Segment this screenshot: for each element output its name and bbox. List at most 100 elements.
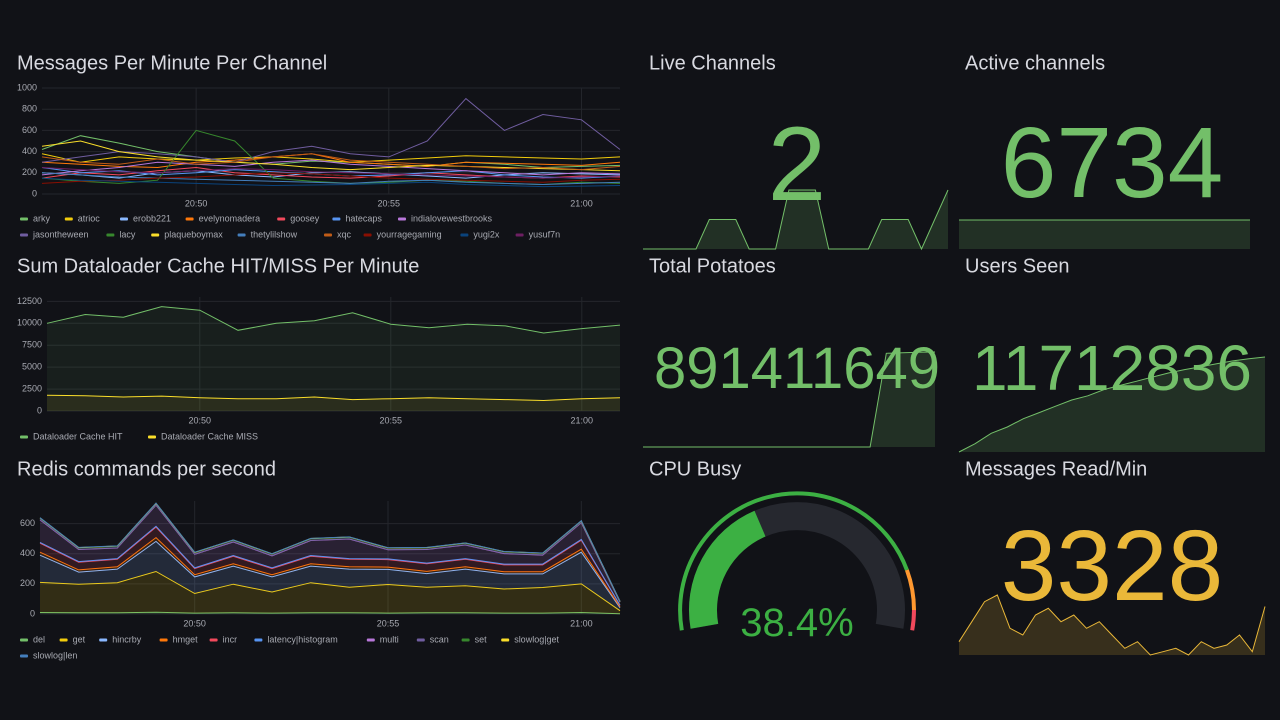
y-tick-label: 7500 xyxy=(22,340,42,350)
legend-swatch xyxy=(332,217,341,221)
legend-label: latency|histogram xyxy=(267,634,337,644)
legend-swatch xyxy=(159,638,168,642)
legend-label: xqc xyxy=(337,229,352,239)
legend-label: yusuf7n xyxy=(529,229,561,239)
y-tick-label: 800 xyxy=(22,104,37,114)
legend-label: yourragegaming xyxy=(377,229,442,239)
series-fill xyxy=(47,306,620,411)
sparkline-fill xyxy=(959,220,1250,249)
legend-label: scan xyxy=(430,634,449,644)
legend-label: evelynomadera xyxy=(199,213,261,223)
gauge-threshold xyxy=(678,491,909,631)
series-line xyxy=(41,177,621,188)
y-tick-label: 2500 xyxy=(22,383,42,393)
legend-label: Dataloader Cache MISS xyxy=(161,431,258,441)
sparkline xyxy=(958,356,1266,453)
gauge-value xyxy=(688,510,766,629)
legend-label: slowlog|get xyxy=(514,634,559,644)
sparkline-fill xyxy=(959,357,1265,452)
legend-label: atrioc xyxy=(78,213,101,223)
y-tick-label: 12500 xyxy=(17,296,42,306)
series-line xyxy=(41,159,621,176)
legend-label: hmget xyxy=(173,634,199,644)
x-tick-label: 20:50 xyxy=(185,198,208,208)
legend-swatch xyxy=(237,233,246,237)
x-tick-label: 20:55 xyxy=(380,415,403,425)
legend-swatch xyxy=(515,233,524,237)
sparkline xyxy=(643,351,936,448)
legend-swatch xyxy=(20,233,28,237)
legend-swatch xyxy=(363,233,372,237)
series-line xyxy=(46,394,621,402)
series-line xyxy=(39,502,621,602)
legend-label: incr xyxy=(223,634,238,644)
panel-title: Total Potatoes xyxy=(649,255,776,277)
legend-swatch xyxy=(20,654,28,658)
legend-swatch xyxy=(120,217,128,221)
y-tick-label: 600 xyxy=(22,125,37,135)
series-line xyxy=(41,167,621,179)
legend-swatch xyxy=(277,217,286,221)
series-fill xyxy=(40,537,620,608)
sparkline-fill xyxy=(643,190,948,249)
legend-swatch xyxy=(366,638,375,642)
legend-label: Dataloader Cache HIT xyxy=(33,431,123,441)
legend-label: hatecaps xyxy=(345,213,382,223)
stat-value: 6734 xyxy=(1001,107,1223,219)
legend-swatch xyxy=(20,217,28,221)
legend-swatch xyxy=(151,233,160,237)
legend-label: multi xyxy=(380,634,399,644)
x-tick-label: 21:00 xyxy=(570,618,593,628)
series-fill xyxy=(40,541,620,611)
y-tick-label: 400 xyxy=(22,146,37,156)
legend-label: erobb221 xyxy=(133,213,171,223)
series-line xyxy=(41,172,621,184)
y-tick-label: 1000 xyxy=(17,82,37,92)
y-tick-label: 0 xyxy=(32,188,37,198)
legend-label: goosey xyxy=(290,213,320,223)
series-line xyxy=(41,153,621,163)
legend-swatch xyxy=(416,638,425,642)
legend-label: thetylilshow xyxy=(251,229,298,239)
series-line xyxy=(41,153,621,169)
series-line xyxy=(39,536,621,608)
y-tick-label: 0 xyxy=(37,405,42,415)
series-line xyxy=(46,306,621,334)
legend-swatch xyxy=(324,233,332,237)
legend-label: yugi2x xyxy=(473,229,500,239)
y-tick-label: 400 xyxy=(20,548,35,558)
legend-label: del xyxy=(33,634,45,644)
stat-value: 2 xyxy=(768,106,826,223)
series-line xyxy=(39,611,621,615)
legend-swatch xyxy=(59,638,68,642)
y-tick-label: 5000 xyxy=(22,362,42,372)
legend-label: hincrby xyxy=(112,634,142,644)
x-tick-label: 20:55 xyxy=(378,198,401,208)
legend-label: indialovewestbrooks xyxy=(411,213,493,223)
legend-label: set xyxy=(475,634,488,644)
legend-label: slowlog|len xyxy=(33,650,77,660)
y-tick-label: 600 xyxy=(20,518,35,528)
panel-title: Sum Dataloader Cache HIT/MISS Per Minute xyxy=(17,255,419,277)
x-tick-label: 21:00 xyxy=(570,198,593,208)
legend-swatch xyxy=(106,233,115,237)
gauge-threshold xyxy=(905,569,916,611)
legend-label: arky xyxy=(33,213,51,223)
legend-swatch xyxy=(148,435,156,439)
series-line xyxy=(39,525,621,606)
gauge-threshold xyxy=(910,609,916,631)
legend-swatch xyxy=(185,217,194,221)
sparkline xyxy=(643,189,949,251)
series-line xyxy=(39,504,621,603)
legend-swatch xyxy=(254,638,263,642)
series-fill xyxy=(40,571,620,614)
gauge-value-label: 38.4% xyxy=(740,601,853,645)
series-line xyxy=(39,526,621,606)
y-tick-label: 200 xyxy=(22,167,37,177)
series-line xyxy=(41,97,621,163)
legend-swatch xyxy=(501,638,510,642)
y-tick-label: 200 xyxy=(20,578,35,588)
y-tick-label: 10000 xyxy=(17,318,42,328)
sparkline-fill xyxy=(959,595,1265,655)
legend-swatch xyxy=(64,217,73,221)
